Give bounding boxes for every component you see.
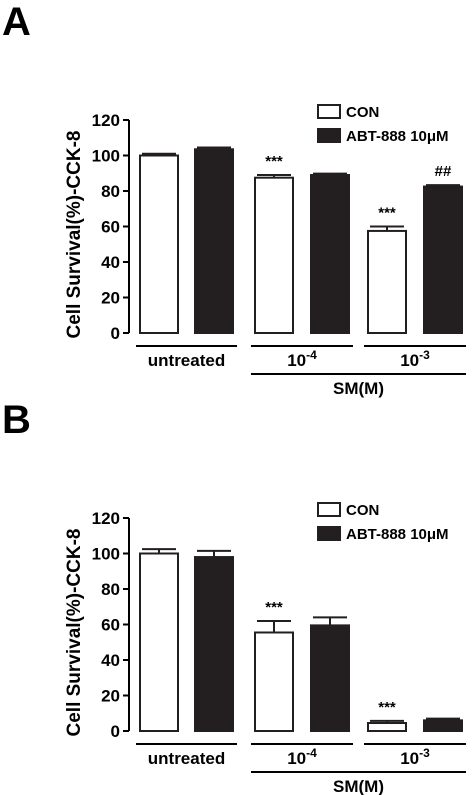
x-axis-title: SM(M) (333, 777, 384, 795)
legend-swatch (317, 502, 341, 517)
legend-swatch (317, 526, 341, 541)
group-label: 10-4 (287, 348, 317, 370)
y-tick-label: 40 (101, 253, 120, 272)
y-tick-label: 20 (101, 687, 120, 706)
chart-panel-b: B 0 20 40 60 80 100 120 Cell Survival(%)-CCK-8 *… (0, 398, 474, 795)
bar-chart-a: 0 20 40 60 80 100 120 Cell Survival(%)-CCK-8 ***… (64, 104, 466, 398)
panel-label: B (2, 398, 31, 442)
y-tick-label: 80 (101, 580, 120, 599)
legend-label: CON (346, 502, 379, 519)
y-tick-label: 0 (111, 722, 120, 741)
y-tick-label: 60 (101, 616, 120, 635)
bar-chart-b: 0 20 40 60 80 100 120 Cell Survival(%)-CCK-8 ***… (64, 502, 466, 795)
panel-label: A (2, 0, 31, 44)
bar (139, 552, 179, 732)
chart-panel-a: A 0 20 40 60 80 100 120 Cell Survival(%)-CCK-8 *… (0, 0, 474, 398)
bar (254, 631, 294, 732)
y-tick-label: 20 (101, 289, 120, 308)
y-tick-label: 40 (101, 651, 120, 670)
bar (423, 719, 463, 733)
bar (194, 556, 234, 732)
group-label: 10-3 (400, 348, 430, 370)
group-label: untreated (148, 749, 225, 768)
y-tick-label: 80 (101, 182, 120, 201)
legend-label: ABT-888 10μM (346, 128, 449, 145)
significance-label: *** (265, 599, 283, 616)
bar (194, 148, 234, 334)
legend-label: CON (346, 104, 379, 121)
significance-label: *** (265, 153, 283, 170)
legend-swatch (317, 104, 341, 119)
x-axis-title: SM(M) (333, 379, 384, 398)
significance-label: ## (435, 163, 452, 180)
y-tick-label: 100 (92, 147, 120, 166)
bar (367, 229, 407, 334)
y-tick-label: 120 (92, 111, 120, 130)
significance-label: *** (378, 699, 396, 716)
y-axis-title: Cell Survival(%)-CCK-8 (64, 529, 85, 737)
y-tick-label: 100 (92, 545, 120, 564)
bar (310, 624, 350, 732)
significance-label: *** (378, 205, 396, 222)
y-axis-title: Cell Survival(%)-CCK-8 (64, 131, 85, 339)
y-tick-label: 120 (92, 509, 120, 528)
group-label: untreated (148, 351, 225, 370)
y-tick-label: 60 (101, 218, 120, 237)
bar (139, 154, 179, 334)
group-label: 10-4 (287, 746, 317, 768)
group-label: 10-3 (400, 746, 430, 768)
y-tick-label: 0 (111, 324, 120, 343)
bar (310, 174, 350, 334)
bar (367, 722, 407, 733)
bar (423, 185, 463, 334)
legend-swatch (317, 128, 341, 143)
legend-label: ABT-888 10μM (346, 526, 449, 543)
bar (254, 176, 294, 334)
